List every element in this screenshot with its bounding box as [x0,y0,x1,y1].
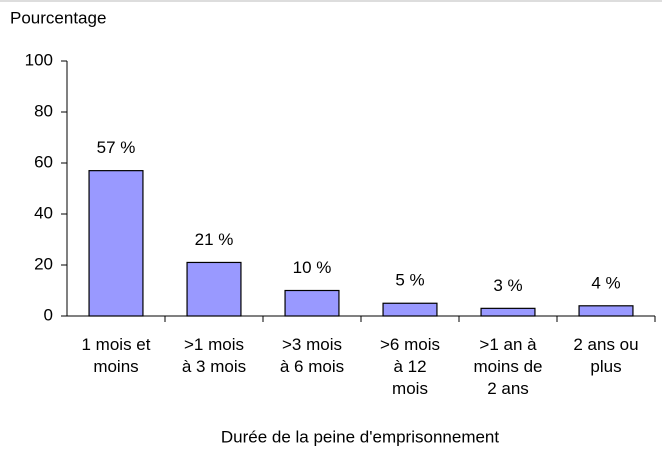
x-tick-label: >6 mois à 12 mois [380,335,440,398]
y-tick-label: 20 [34,254,53,273]
y-tick-label: 60 [34,152,53,171]
data-label: 21 % [195,230,234,249]
bar [186,261,242,317]
data-label: 57 % [97,138,136,157]
x-axis-label: Durée de la peine d'emprisonnement [221,427,500,446]
bar [284,289,340,317]
y-tick-label: 0 [44,305,53,324]
x-tick-label: >1 an à moins de 2 ans [473,335,543,398]
x-tick-label: 2 ans ou plus [573,335,639,376]
x-tick-label: 1 mois et moins [81,335,151,376]
y-tick-label: 40 [34,203,53,222]
y-axis-label: Pourcentage [10,8,106,27]
data-label: 5 % [395,271,424,290]
y-tick-label: 80 [34,101,53,120]
bar [480,307,536,317]
x-tick-label: >1 mois à 3 mois [181,335,247,376]
bar [578,305,634,317]
y-tick-label: 100 [25,50,53,69]
bar [88,170,144,317]
x-tick-label: >3 mois à 6 mois [279,335,345,376]
bar [382,302,438,317]
data-label: 4 % [591,273,620,292]
data-label: 3 % [493,276,522,295]
data-label: 10 % [293,258,332,277]
